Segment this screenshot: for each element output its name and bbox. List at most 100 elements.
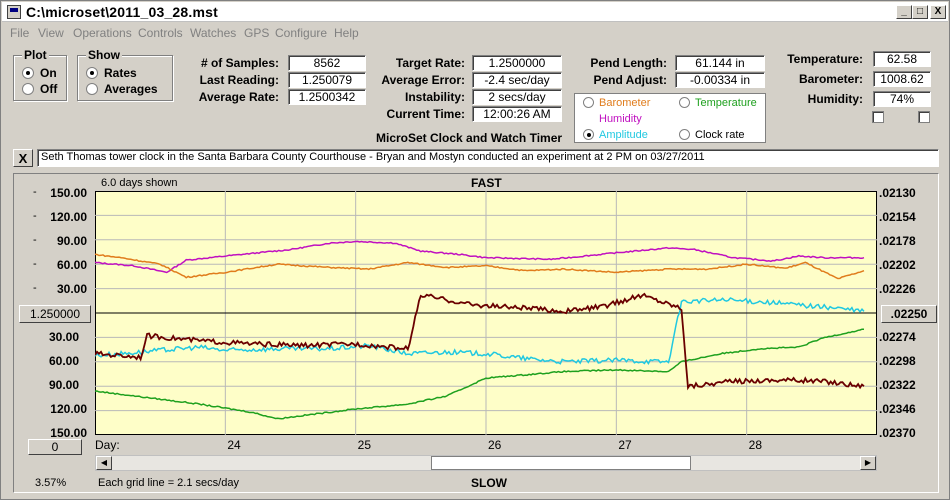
days-shown-label: 6.0 days shown	[101, 177, 178, 189]
scroll-right-icon[interactable]: ▶	[860, 456, 876, 470]
right-tick-label: .02298	[879, 354, 916, 368]
show-group: Show Rates Averages	[77, 48, 173, 101]
pend-adjust-label: Pend Adjust:	[593, 73, 667, 87]
menu-file[interactable]: File	[10, 26, 30, 40]
left-tick-label: 90.00	[48, 378, 79, 392]
minimize-button[interactable]: _	[896, 5, 912, 19]
right-tick-label: .02178	[879, 234, 916, 248]
radio-selected-icon	[22, 67, 34, 79]
humidity-field: 74%	[873, 91, 931, 107]
maximize-button[interactable]: □	[912, 5, 928, 19]
right-center-button[interactable]: .02250	[881, 305, 937, 323]
last-reading-field: 1.250079	[288, 72, 366, 88]
plot-group-title: Plot	[22, 48, 49, 62]
checkbox-right[interactable]	[918, 111, 930, 123]
right-tick-label: .02154	[879, 210, 916, 224]
right-tick-label: .02226	[879, 282, 916, 296]
left-tick-label: 120.00	[50, 210, 87, 224]
series-temperature-option[interactable]: Temperature	[679, 97, 757, 109]
right-tick-label: .02322	[879, 378, 916, 392]
average-rate-label: Average Rate:	[198, 90, 279, 104]
scroll-left-icon[interactable]: ◀	[96, 456, 112, 470]
current-time-field: 12:00:26 AM	[472, 106, 562, 122]
menu-gps[interactable]: GPS	[244, 26, 270, 40]
right-tick-label: .02274	[879, 330, 916, 344]
rate-chart	[95, 191, 877, 435]
x-axis-prefix: Day:	[95, 438, 120, 452]
zoom-percent: 3.57%	[35, 477, 67, 489]
grid-note: Each grid line = 2.1 secs/day	[98, 477, 239, 489]
left-tick-label: 150.00	[50, 426, 87, 440]
x-tick-label: 28	[748, 438, 763, 452]
series-line-clock-rate	[95, 292, 865, 391]
center-rate-button[interactable]: 1.250000	[19, 305, 91, 323]
right-tick-label: .02370	[879, 426, 916, 440]
scroll-thumb[interactable]	[430, 456, 691, 470]
title-bar: C:\microset\2011_03_28.mst _ □ X	[2, 2, 948, 22]
left-tick-label: 60.00	[48, 354, 79, 368]
temperature-label: Temperature:	[787, 52, 863, 66]
left-tick-label: 150.00	[50, 186, 87, 200]
plot-off-option[interactable]: Off	[22, 82, 57, 96]
temperature-field: 62.58	[873, 51, 931, 67]
pend-length-field[interactable]: 61.144 in	[675, 55, 765, 71]
show-averages-option[interactable]: Averages	[86, 82, 158, 96]
radio-empty-icon	[86, 83, 98, 95]
menu-controls[interactable]: Controls	[138, 26, 183, 40]
menu-operations[interactable]: Operations	[73, 26, 132, 40]
plot-on-option[interactable]: On	[22, 66, 57, 80]
close-button[interactable]: X	[930, 5, 946, 19]
x-tick-label: 24	[227, 438, 241, 452]
series-line-amplitude	[95, 297, 865, 366]
series-line-temperature	[95, 328, 865, 420]
average-rate-field: 1.2500342	[288, 89, 366, 105]
series-barometer-label: Barometer	[599, 97, 651, 109]
series-clock-rate-option[interactable]: Clock rate	[679, 129, 745, 141]
pend-length-label: Pend Length:	[590, 56, 667, 70]
x-tick-label: 25	[357, 438, 372, 452]
x-tick-label: 26	[488, 438, 502, 452]
target-rate-label: Target Rate:	[395, 56, 465, 70]
pend-adjust-field: -0.00334 in	[675, 72, 765, 88]
radio-empty-icon	[22, 83, 34, 95]
fast-label: FAST	[471, 176, 502, 190]
radio-selected-icon	[583, 129, 594, 140]
current-time-label: Current Time:	[386, 107, 465, 121]
radio-empty-icon	[583, 97, 594, 108]
menu-watches[interactable]: Watches	[190, 26, 237, 40]
left-tick-label: 60.00	[56, 258, 87, 272]
instability-field: 2 secs/day	[472, 89, 562, 105]
series-temperature-label: Temperature	[695, 97, 757, 109]
series-amplitude-option[interactable]: Amplitude	[583, 129, 648, 141]
menu-configure[interactable]: Configure	[275, 26, 328, 40]
series-amplitude-label: Amplitude	[599, 129, 648, 141]
series-humidity-label: Humidity	[599, 113, 642, 125]
window-title: C:\microset\2011_03_28.mst	[26, 4, 218, 20]
right-tick-label: .02202	[879, 258, 916, 272]
target-rate-field[interactable]: 1.2500000	[472, 55, 562, 71]
last-reading-label: Last Reading:	[199, 73, 279, 87]
clear-note-button[interactable]: X	[13, 149, 33, 167]
checkbox-left[interactable]	[872, 111, 884, 123]
horizontal-scrollbar[interactable]: ◀ ▶	[95, 455, 877, 471]
menu-help[interactable]: Help	[334, 26, 359, 40]
left-tick-label: 30.00	[48, 330, 79, 344]
series-clock-rate-label: Clock rate	[695, 129, 745, 141]
series-line-barometer	[95, 253, 865, 280]
barometer-field: 1008.62	[873, 71, 931, 87]
plot-group: Plot On Off	[13, 48, 67, 101]
x-tick-label: 27	[618, 438, 632, 452]
note-input[interactable]: Seth Thomas tower clock in the Santa Bar…	[37, 149, 939, 167]
show-rates-option[interactable]: Rates	[86, 66, 137, 80]
series-humidity-option[interactable]: Humidity	[583, 113, 642, 125]
menu-view[interactable]: View	[38, 26, 64, 40]
slow-label: SLOW	[471, 476, 507, 490]
average-error-label: Average Error:	[381, 73, 465, 87]
radio-empty-icon	[679, 129, 690, 140]
instability-label: Instability:	[404, 90, 465, 104]
zero-button[interactable]: 0	[28, 439, 82, 455]
series-barometer-option[interactable]: Barometer	[583, 97, 650, 109]
barometer-label: Barometer:	[798, 72, 863, 86]
left-tick-label: 30.00	[56, 282, 87, 296]
